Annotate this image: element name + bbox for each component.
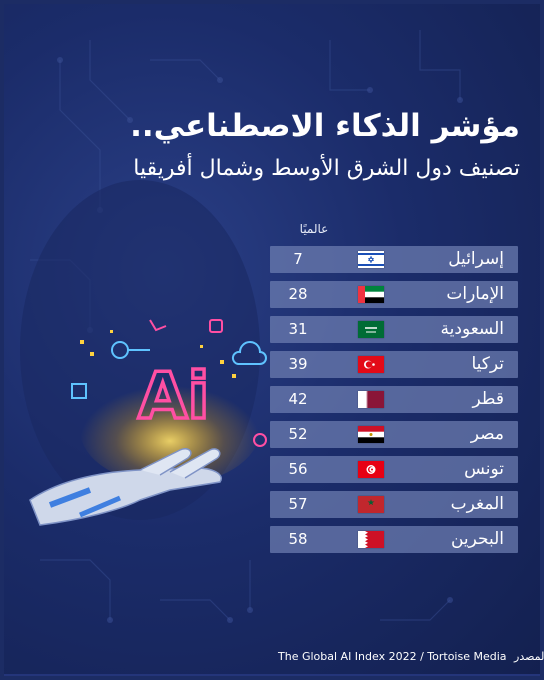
- rank-value: 58: [288, 530, 308, 548]
- egypt-flag-icon: [358, 426, 384, 443]
- turkey-flag-icon: [358, 356, 384, 373]
- table-row: 56 تونس: [270, 456, 518, 483]
- country-name: البحرين: [450, 529, 504, 549]
- rank-column-header: عالميًا: [299, 222, 329, 236]
- source-note: The Global AI Index 2022 / Tortoise Medi…: [278, 650, 544, 663]
- table-row: 31 السعودية: [270, 316, 518, 343]
- saudi-flag-icon: [358, 321, 384, 338]
- rank-value: 52: [288, 425, 308, 443]
- rank-value: 28: [288, 285, 308, 303]
- source-label: المصدر:: [514, 650, 544, 663]
- qatar-flag-icon: [358, 391, 384, 408]
- rank-value: 31: [288, 320, 308, 338]
- rank-value: 42: [288, 390, 308, 408]
- source-text: The Global AI Index 2022 / Tortoise Medi…: [278, 650, 507, 663]
- ranking-table: 7 إسرائيل 28 الإمارات 31 السعودية 39 ترك…: [270, 246, 518, 561]
- israel-flag-icon: [358, 251, 384, 268]
- ai-neon-text: Ai: [138, 360, 209, 434]
- table-row: 28 الإمارات: [270, 281, 518, 308]
- rank-value: 56: [288, 460, 308, 478]
- country-name: السعودية: [440, 319, 504, 339]
- country-name: إسرائيل: [448, 249, 504, 269]
- page-title: مؤشر الذكاء الاصطناعي..: [130, 108, 520, 144]
- country-name: المغرب: [450, 494, 504, 514]
- bottom-border: [4, 674, 540, 676]
- rank-value: 39: [288, 355, 308, 373]
- bahrain-flag-icon: [358, 531, 384, 548]
- table-row: 39 تركيا: [270, 351, 518, 378]
- tunisia-flag-icon: [358, 461, 384, 478]
- rank-value: 57: [288, 495, 308, 513]
- robot-hand-ai-illustration: Ai: [29, 319, 267, 526]
- country-name: الإمارات: [446, 284, 504, 304]
- table-row: 58 البحرين: [270, 526, 518, 553]
- country-name: قطر: [472, 389, 504, 409]
- country-name: تركيا: [471, 354, 504, 374]
- morocco-flag-icon: [358, 496, 384, 513]
- country-name: تونس: [464, 459, 504, 479]
- rank-value: 7: [293, 250, 303, 268]
- page-subtitle: تصنيف دول الشرق الأوسط وشمال أفريقيا: [133, 156, 520, 181]
- table-row: 7 إسرائيل: [270, 246, 518, 273]
- uae-flag-icon: [358, 286, 384, 303]
- country-name: مصر: [470, 424, 504, 444]
- table-row: 52 مصر: [270, 421, 518, 448]
- table-row: 57 المغرب: [270, 491, 518, 518]
- table-row: 42 قطر: [270, 386, 518, 413]
